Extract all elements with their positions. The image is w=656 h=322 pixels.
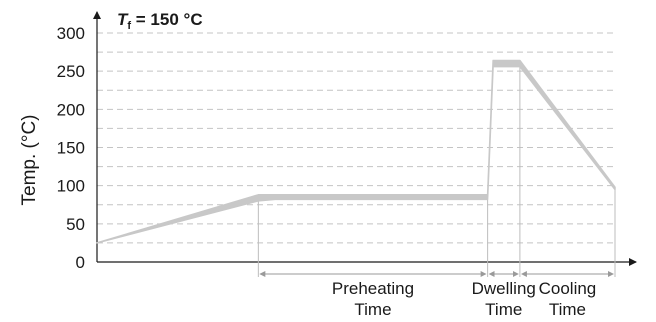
temperature-profile: [96, 59, 616, 244]
preheating-label-line2: Time: [354, 300, 391, 319]
y-tick-label: 300: [57, 24, 85, 43]
profile-band: [96, 59, 616, 244]
preheating-label-line1: Preheating: [332, 279, 414, 298]
chart-title: Tf = 150 °C: [117, 10, 203, 32]
title-variable: T: [117, 10, 129, 29]
y-tick-label: 150: [57, 139, 85, 158]
y-tick-label: 50: [66, 215, 85, 234]
y-tick-label: 250: [57, 62, 85, 81]
cooling-label-line2: Time: [549, 300, 586, 319]
title-subscript: f: [127, 20, 131, 32]
phase-guides: [257, 66, 616, 277]
y-tick-label: 200: [57, 100, 85, 119]
gridlines: [97, 32, 615, 244]
dwelling-label-line2: Time: [485, 300, 522, 319]
y-axis-label: Temp. (°C): [19, 115, 40, 206]
phase-labels: Preheating Time Dwelling Time Cooling Time: [332, 279, 596, 319]
y-tick-labels: 0 50 100 150 200 250 300: [57, 24, 85, 272]
y-tick-label: 0: [76, 253, 85, 272]
y-tick-label: 100: [57, 177, 85, 196]
title-value: = 150 °C: [131, 10, 203, 29]
cooling-label-line1: Cooling: [539, 279, 597, 298]
dwelling-label-line1: Dwelling: [472, 279, 536, 298]
